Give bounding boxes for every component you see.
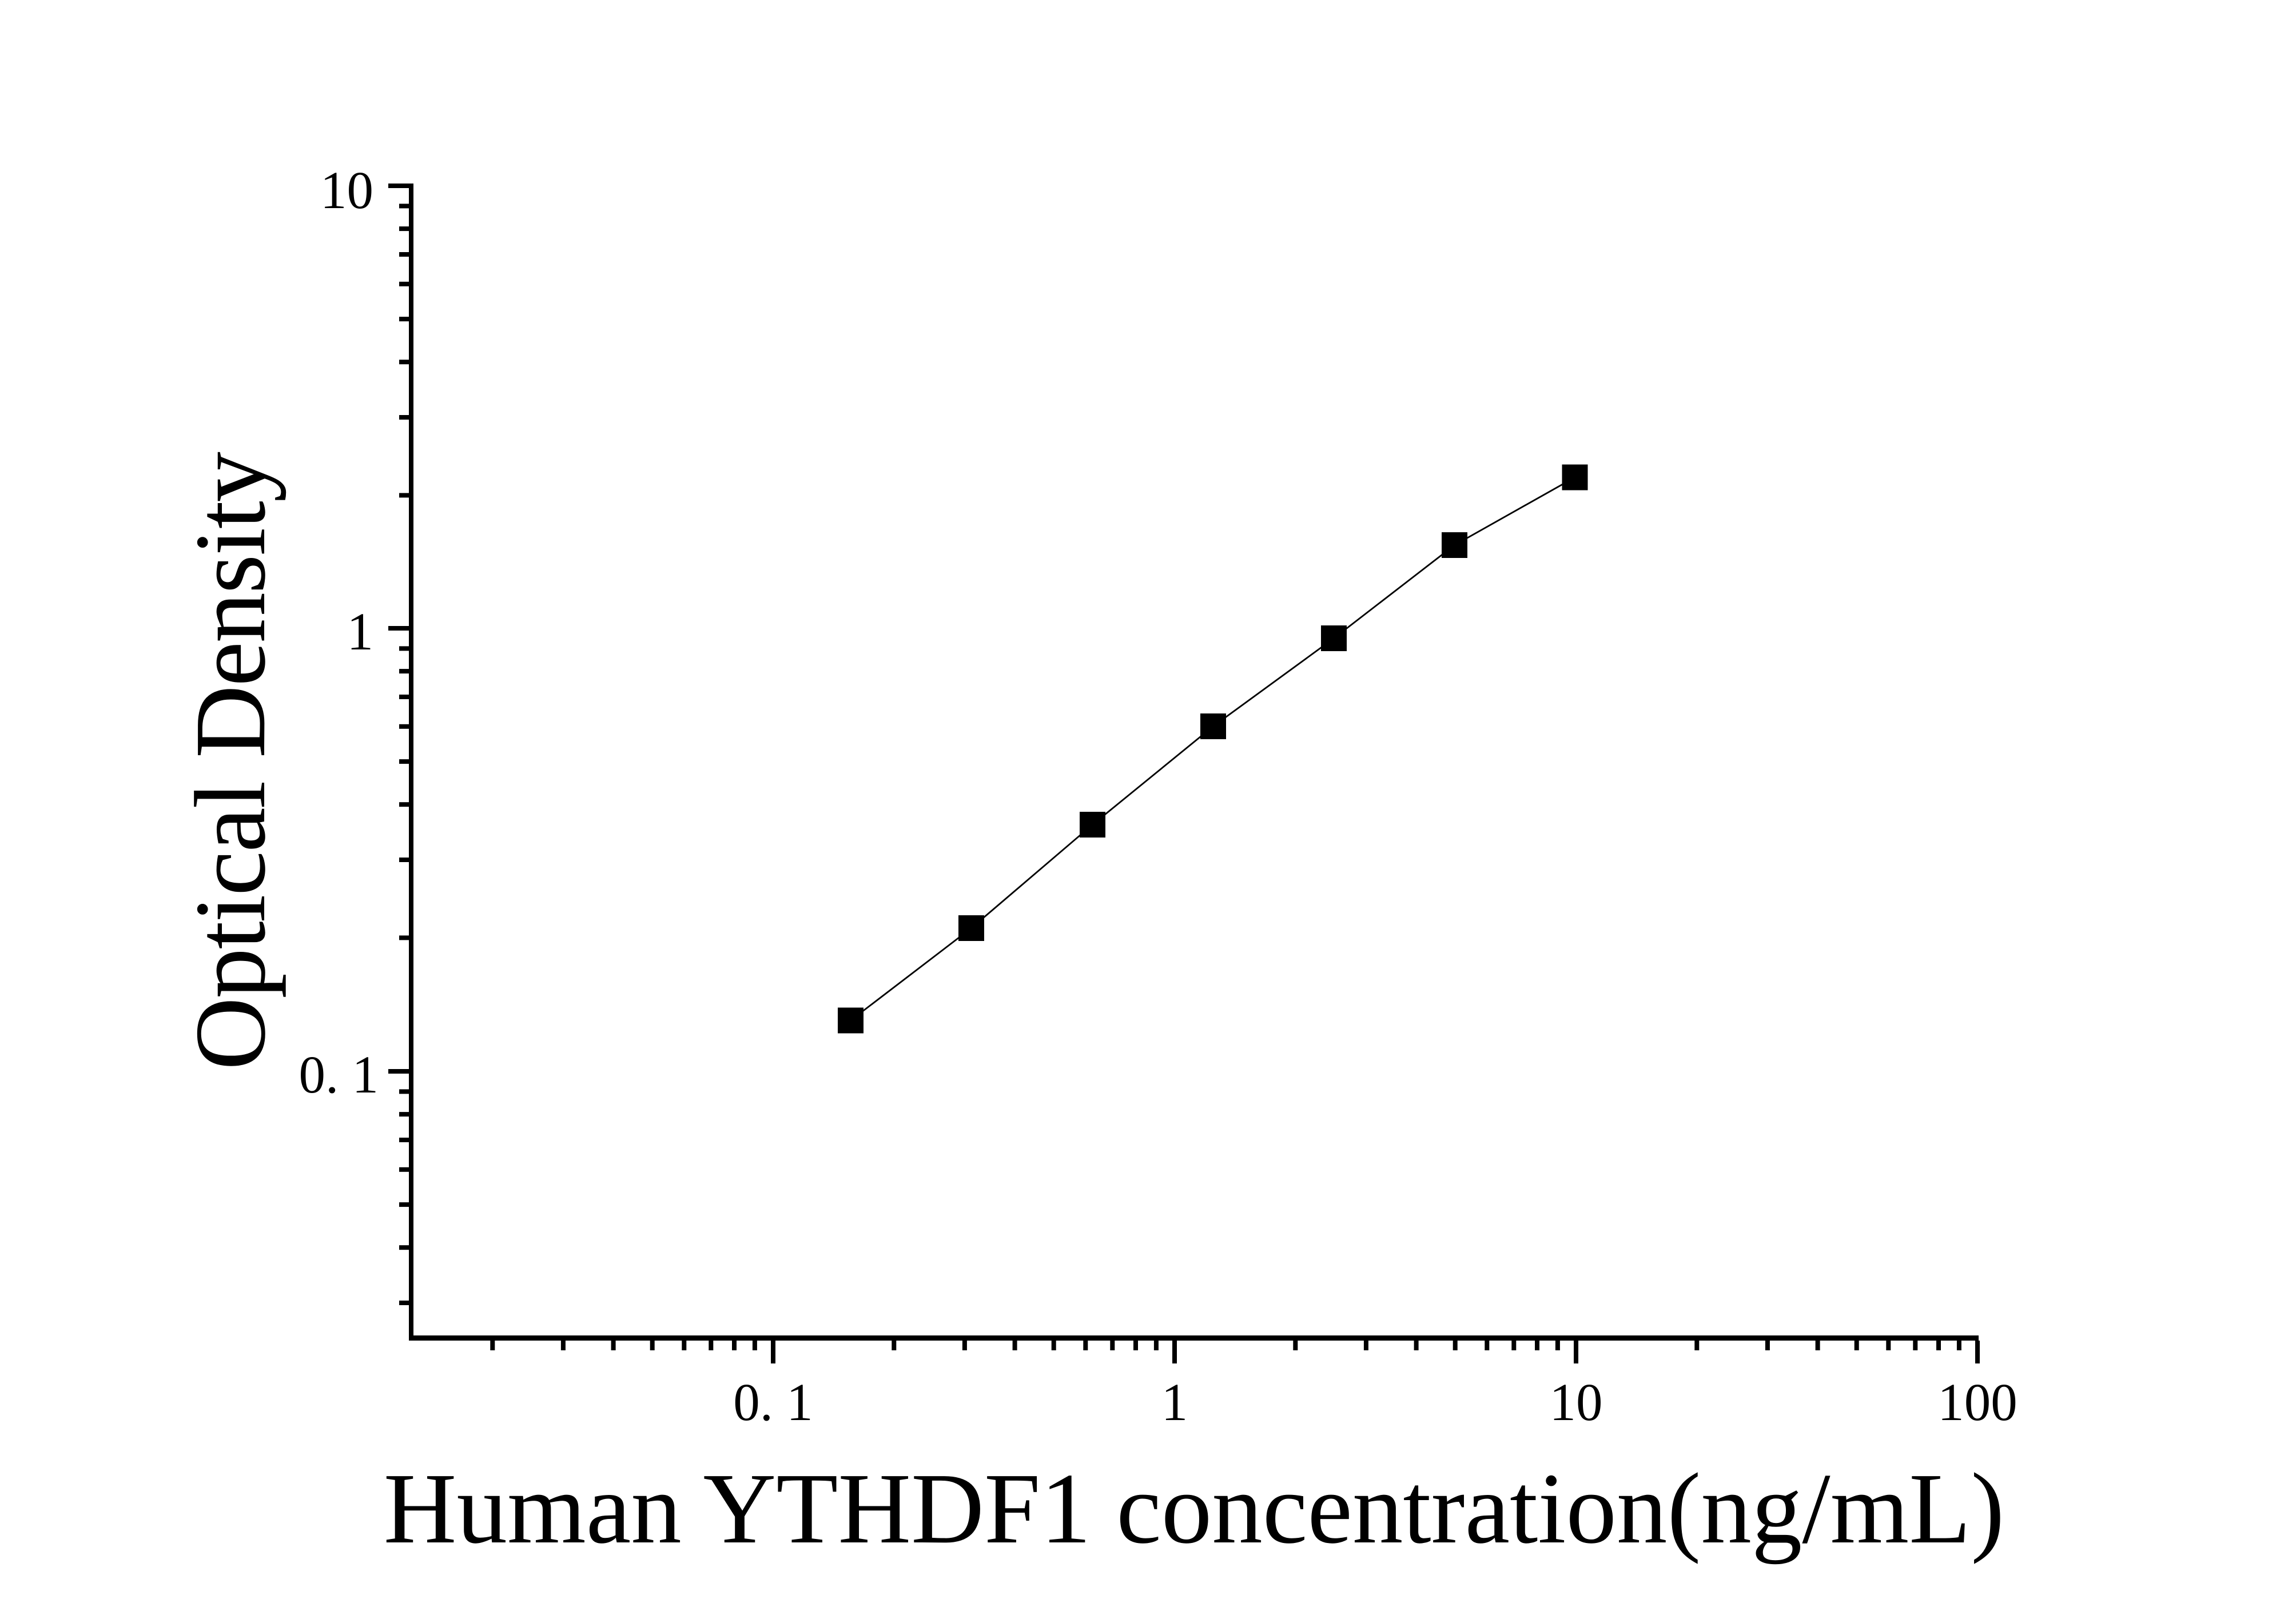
svg-text:10: 10 [320,161,373,220]
svg-text:Human YTHDF1 concentration(ng/: Human YTHDF1 concentration(ng/mL) [384,1453,2005,1565]
svg-text:0. 1: 0. 1 [299,1046,379,1104]
svg-text:100: 100 [1937,1373,2018,1432]
svg-text:Optical Density: Optical Density [174,452,286,1070]
svg-text:1: 1 [347,603,374,661]
svg-text:0. 1: 0. 1 [733,1373,813,1432]
svg-text:1: 1 [1161,1373,1188,1432]
svg-text:10: 10 [1550,1373,1603,1432]
